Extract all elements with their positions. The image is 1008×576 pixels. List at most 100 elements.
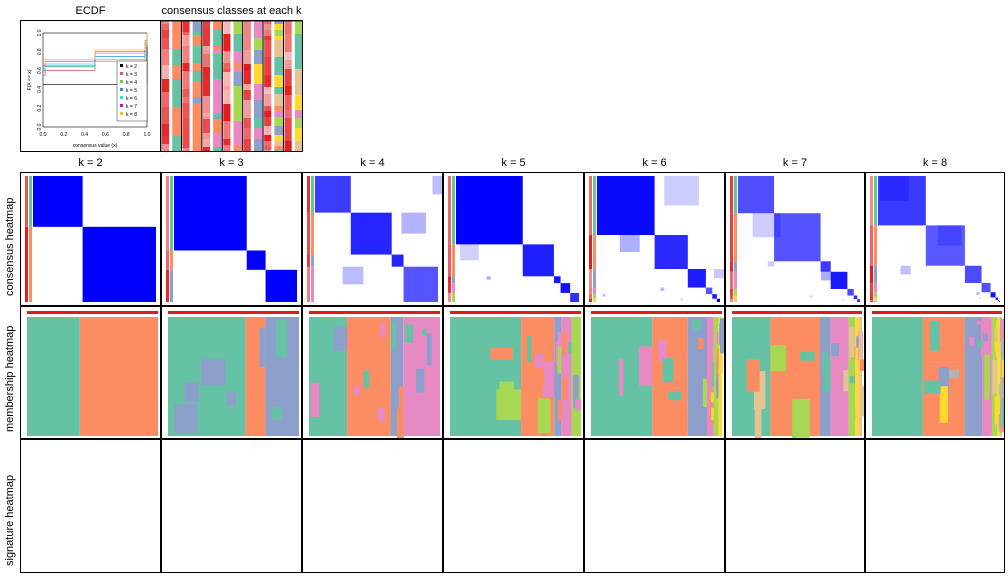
membership-patch: [537, 398, 551, 434]
membership-block: [718, 317, 722, 436]
membership-block: [1000, 317, 1002, 436]
class-cell: [274, 30, 284, 36]
membership-patch: [201, 359, 226, 386]
silhouette-strip: [307, 266, 310, 302]
silhouette-cell: [162, 38, 170, 49]
silhouette-cell: [182, 35, 190, 46]
class-cell: [233, 63, 243, 69]
class-cell: [274, 141, 284, 146]
ecdf-xtick-label: 1.0: [144, 132, 151, 138]
membership-patch: [363, 370, 370, 388]
silhouette-cell: [264, 135, 272, 141]
consensus-block: [738, 176, 775, 214]
membership-patch: [573, 374, 579, 408]
ecdf-xlabel: consensus value (x): [73, 143, 118, 149]
silhouette-cell: [264, 30, 272, 36]
membership-patch: [873, 382, 893, 421]
membership-patch: [697, 402, 707, 425]
silhouette-cell: [243, 21, 251, 38]
consensus-offblock: [900, 265, 911, 275]
membership-patch: [710, 388, 715, 425]
class-cell: [233, 121, 243, 139]
silhouette-cell: [243, 90, 251, 100]
class-cell: [294, 95, 302, 110]
consensus-offblock: [486, 276, 491, 280]
membership-patch: [276, 319, 288, 358]
ecdf-ylabel: F(X <= x): [27, 69, 33, 90]
membership-patch: [992, 359, 998, 394]
silhouette-cell: [284, 52, 292, 60]
membership-patch: [415, 368, 425, 393]
silhouette-cell: [202, 54, 211, 67]
silhouette-cell: [182, 119, 190, 130]
membership-patch: [974, 324, 982, 364]
class-strip: [874, 297, 877, 300]
class-cell: [213, 50, 223, 54]
membership-heatmap-k5: [443, 306, 584, 439]
membership-patch: [259, 328, 266, 367]
consensus-block: [995, 297, 999, 300]
consensus-block: [964, 265, 982, 283]
silhouette-cell: [162, 92, 170, 107]
classes-column-border: [283, 21, 302, 151]
signature-heatmap-k3: [161, 439, 302, 573]
membership-patch: [377, 408, 386, 422]
class-cell: [253, 100, 264, 118]
membership-patch: [422, 328, 427, 335]
silhouette-cell: [243, 128, 251, 139]
class-strip: [734, 213, 737, 262]
signature-heatmap-k5: [443, 439, 584, 573]
class-cell: [213, 46, 223, 50]
class-strip: [452, 283, 455, 293]
silhouette-cell: [223, 34, 231, 51]
silhouette-cell: [243, 71, 251, 84]
class-cell: [253, 128, 264, 139]
ecdf-panel: 0.0 0.2 0.4 0.6 0.8 1.0 0.0 0.2 0.4 0.6 0.8 1.0 cons…: [20, 20, 161, 152]
class-cell: [274, 24, 284, 30]
class-cell: [294, 52, 302, 60]
consensus-classes-heatmap: [161, 21, 302, 151]
consensus-block: [522, 244, 554, 277]
silhouette-cell: [202, 50, 211, 54]
membership-patch: [490, 347, 513, 360]
membership-patch: [851, 406, 856, 422]
membership-patch: [977, 340, 985, 348]
silhouette-cell: [223, 90, 231, 104]
consensus-offblock: [664, 176, 699, 206]
class-cell: [213, 133, 223, 139]
consensus-block: [403, 266, 438, 302]
ecdf-legend-swatch: [120, 96, 123, 99]
membership-silhouette: [27, 311, 158, 314]
class-cell: [192, 32, 202, 35]
silhouette-cell: [202, 119, 211, 133]
class-strip: [452, 176, 455, 245]
membership-patch: [792, 398, 810, 438]
consensus-block: [847, 288, 854, 296]
consensus-block: [878, 176, 926, 226]
silhouette-cell: [182, 32, 190, 35]
consensus-offblock: [810, 295, 813, 298]
consensus-offblock: [660, 287, 665, 291]
k-header-5: k = 5: [501, 157, 526, 169]
class-cell: [213, 119, 223, 133]
class-cell: [172, 21, 182, 24]
membership-patch: [994, 396, 999, 425]
consensus-block: [857, 299, 860, 302]
membership-patch: [542, 361, 555, 398]
silhouette-strip: [448, 276, 451, 284]
silhouette-cell: [182, 130, 190, 148]
silhouette-cell: [284, 95, 292, 110]
class-cell: [172, 65, 182, 79]
membership-patch: [426, 333, 432, 366]
class-strip: [734, 261, 737, 272]
membership-heatmap-svg: [168, 311, 299, 436]
class-cell: [172, 24, 182, 30]
membership-patch: [711, 407, 716, 421]
membership-patch: [380, 322, 386, 338]
class-cell: [274, 57, 284, 75]
silhouette-cell: [182, 63, 190, 71]
consensus-block: [712, 294, 717, 299]
silhouette-cell: [264, 57, 272, 75]
class-cell: [274, 21, 284, 24]
consensus-block: [990, 292, 996, 298]
